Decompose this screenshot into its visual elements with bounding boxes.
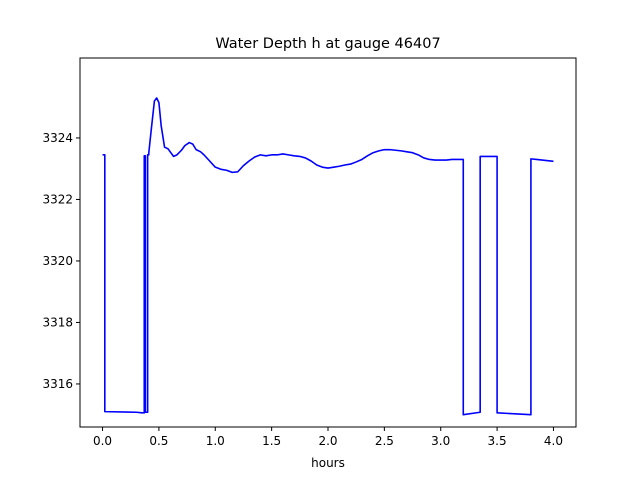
plot-area (102, 97, 554, 416)
x-tick-label: 0.5 (149, 434, 168, 448)
y-tick-label: 3320 (42, 254, 73, 268)
x-tick-label: 2.0 (318, 434, 337, 448)
y-axis: 3316 3318 3320 3322 3324 (42, 131, 80, 391)
y-tick-label: 3322 (42, 192, 73, 206)
axes-frame (79, 57, 577, 428)
y-tick-label: 3316 (42, 377, 73, 391)
x-tick-label: 0.0 (93, 434, 112, 448)
x-tick-label: 1.5 (262, 434, 281, 448)
x-axis-label: hours (311, 456, 345, 470)
x-tick-label: 4.0 (544, 434, 563, 448)
y-tick-label: 3324 (42, 131, 73, 145)
x-tick-label: 2.5 (375, 434, 394, 448)
x-tick-label: 3.5 (488, 434, 507, 448)
chart-title: Water Depth h at gauge 46407 (215, 36, 440, 52)
x-tick-label: 1.0 (206, 434, 225, 448)
y-tick-label: 3318 (42, 315, 73, 329)
series-line-0 (102, 97, 554, 416)
x-tick-label: 3.0 (431, 434, 450, 448)
x-axis: 0.0 0.5 1.0 1.5 2.0 2.5 3.0 3.5 4.0 (93, 427, 563, 448)
